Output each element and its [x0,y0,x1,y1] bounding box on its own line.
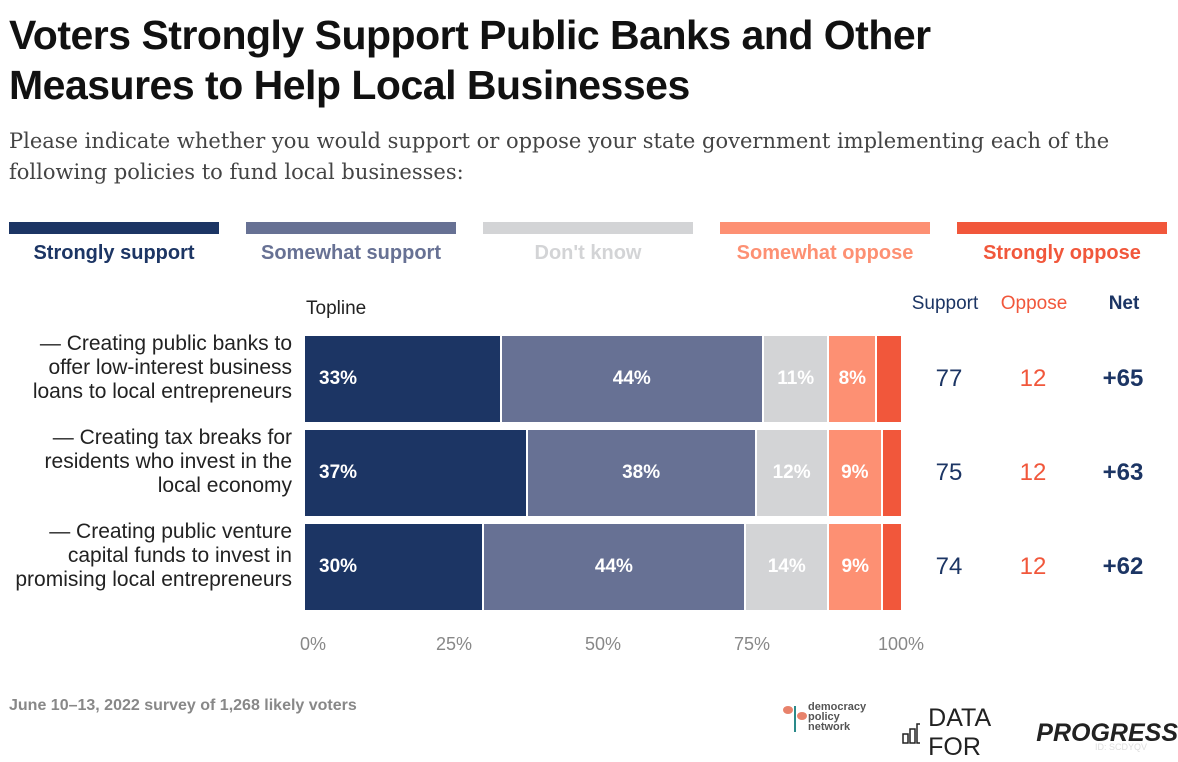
row-label: — Creating tax breaks for residents who … [44,426,292,497]
bar-segment: 38% [527,430,757,516]
support-value: 75 [935,459,963,486]
bar-segment: 9% [829,524,884,610]
bar-segment [877,336,901,422]
bar-segment: 37% [305,430,528,516]
chart-id: ID: SCDYQV [1095,742,1148,752]
bar-segment: 9% [828,430,883,516]
legend-label: Strongly oppose [983,242,1141,264]
oppose-header: Oppose [1000,293,1068,314]
topline-label: Topline [306,298,367,319]
bar-segment: 12% [756,430,829,516]
net-value: +65 [1102,365,1144,392]
bar-segment: 11% [763,336,830,422]
dpn-logo-text: democracy policy network [808,701,867,733]
net-value: +63 [1102,459,1144,486]
row-label: — Creating public banks to offer low-int… [32,332,292,403]
sprout-icon [783,706,807,732]
legend-swatch [483,222,693,234]
row-label: — Creating public venture capital funds … [15,520,292,591]
legend-label: Somewhat oppose [736,242,914,264]
bar-segment: 8% [829,336,878,422]
oppose-value: 12 [1019,553,1047,580]
chart-subtitle: Please indicate whether you would suppor… [9,129,1110,184]
bar-segment [882,430,901,516]
legend-swatch [957,222,1167,234]
net-value: +62 [1102,553,1144,580]
legend-label: Somewhat support [260,242,441,264]
legend-swatch [9,222,219,234]
bar-segment: 44% [501,336,764,422]
dpn-logo: democracy policy network [782,701,868,733]
bar-segment [883,524,901,610]
dfp-logo-text-b: PROGRESS [1036,718,1178,747]
oppose-value: 12 [1019,365,1047,392]
x-tick-label: 50% [584,634,622,654]
legend-item: Don't know [483,222,693,265]
legend-item: Somewhat support [246,222,456,265]
dfp-logo: DATA FOR PROGRESS [902,704,1178,762]
legend-item: Somewhat oppose [720,222,930,265]
support-value: 77 [935,365,963,392]
net-header: Net [1108,293,1140,314]
support-header: Support [911,293,979,314]
legend-item: Strongly oppose [957,222,1167,265]
x-tick-label: 75% [733,634,771,654]
support-value: 74 [935,553,963,580]
x-tick-label: 0% [299,634,326,654]
chart-title: Voters Strongly Support Public Banks and… [9,12,931,108]
legend-swatch [720,222,930,234]
bar-segment: 14% [746,524,830,610]
legend-item: Strongly support [9,222,219,265]
bar-segment: 44% [483,524,747,610]
legend-label: Don't know [534,242,642,264]
legend-swatch [246,222,456,234]
x-tick-label: 100% [877,634,925,654]
legend-label: Strongly support [33,242,195,264]
bar-segment: 33% [305,336,502,422]
dfp-logo-text-a: DATA FOR [928,704,990,761]
source-note: June 10–13, 2022 survey of 1,268 likely … [9,697,357,714]
x-tick-label: 25% [435,634,473,654]
bar-chart-icon [902,723,921,744]
bar-segment: 30% [305,524,484,610]
oppose-value: 12 [1019,459,1047,486]
